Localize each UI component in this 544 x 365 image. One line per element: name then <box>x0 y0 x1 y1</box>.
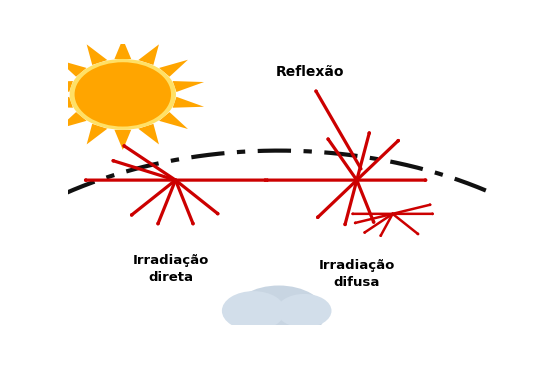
Polygon shape <box>41 81 73 92</box>
Polygon shape <box>114 130 131 150</box>
Polygon shape <box>58 60 86 77</box>
Polygon shape <box>138 124 159 145</box>
Polygon shape <box>86 45 107 65</box>
Text: Irradiação
direta: Irradiação direta <box>133 254 209 284</box>
Polygon shape <box>172 97 204 108</box>
Ellipse shape <box>277 294 331 328</box>
Polygon shape <box>114 39 131 59</box>
Polygon shape <box>172 81 204 92</box>
Ellipse shape <box>232 285 325 342</box>
Polygon shape <box>159 112 188 129</box>
Polygon shape <box>86 124 107 145</box>
Ellipse shape <box>222 291 285 330</box>
Polygon shape <box>41 97 73 108</box>
Text: Irradiação
difusa: Irradiação difusa <box>319 259 395 289</box>
Polygon shape <box>138 45 159 65</box>
Circle shape <box>75 62 171 127</box>
Polygon shape <box>58 112 86 129</box>
Circle shape <box>70 59 176 130</box>
Polygon shape <box>159 60 188 77</box>
Text: Reflexão: Reflexão <box>276 65 345 79</box>
